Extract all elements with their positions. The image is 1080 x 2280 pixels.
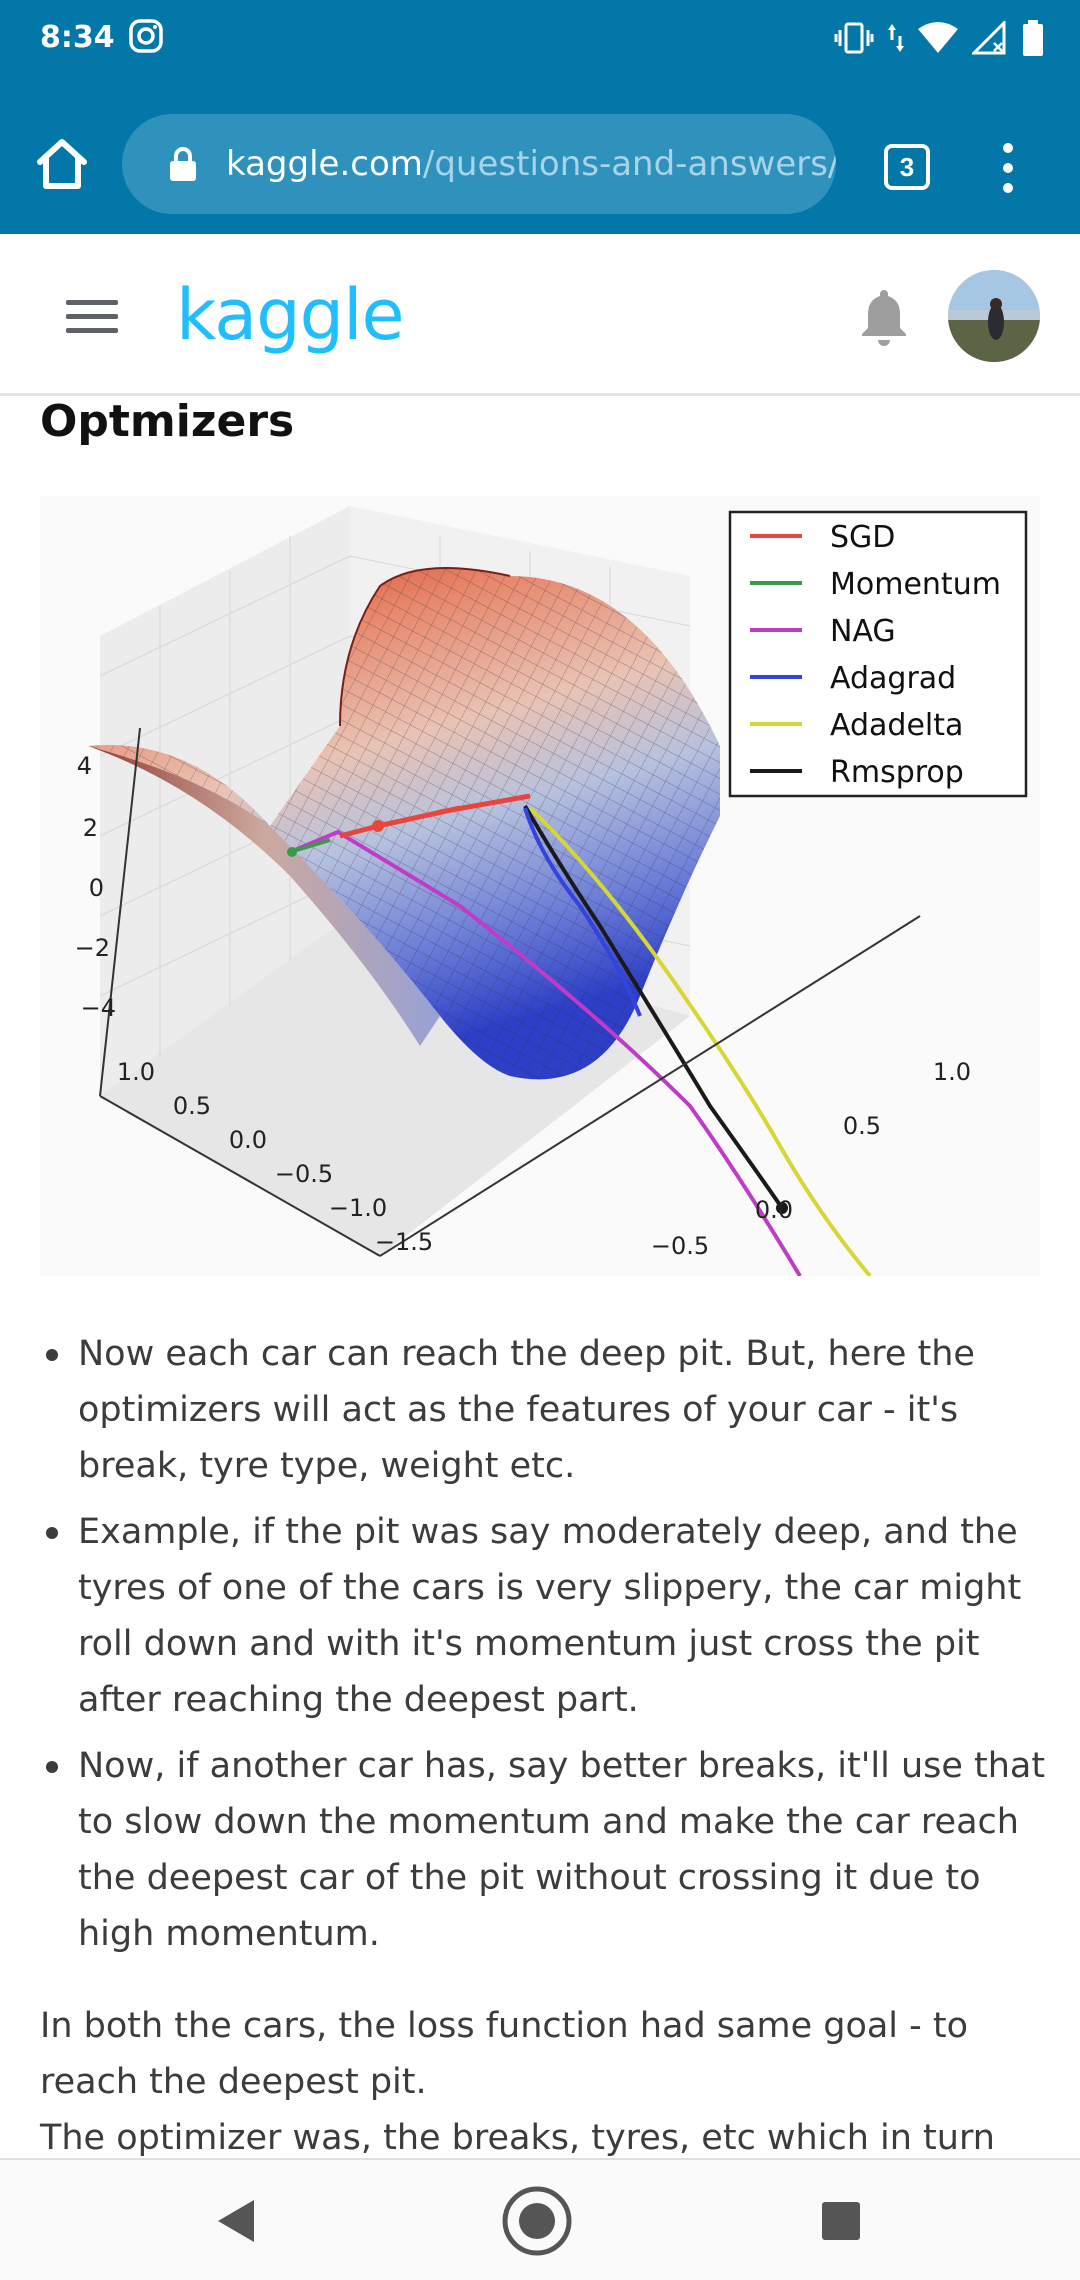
x-tick: −1.0 (329, 1194, 387, 1222)
url-text[interactable]: kaggle.com/questions-and-answers/1 (226, 144, 836, 184)
optimizer-paths (287, 793, 872, 1278)
x-tick: 1.0 (117, 1058, 155, 1086)
path-rmsprop (523, 804, 784, 1210)
z-tick: −4 (81, 994, 116, 1022)
list-item: Now each car can reach the deep pit. But… (40, 1326, 1050, 1494)
tab-switcher-button[interactable]: 3 (884, 144, 930, 190)
legend-label: SGD (830, 520, 895, 555)
wifi-icon (918, 22, 958, 53)
back-icon[interactable] (214, 2198, 258, 2244)
path-adadelta (528, 806, 872, 1278)
x-tick: 0.0 (229, 1126, 267, 1154)
url-path: /questions-and-answers/1 (422, 144, 836, 184)
paragraph-line: The optimizer was, the breaks, tyres, et… (40, 2118, 995, 2158)
vibrate-icon (834, 22, 874, 54)
legend-label: Momentum (830, 567, 1001, 602)
home-nav-icon[interactable] (500, 2184, 574, 2258)
site-header: kaggle (0, 234, 1080, 396)
path-nag (289, 829, 802, 1278)
axis-lines (99, 727, 921, 1257)
optimizers-3d-figure: 4 2 0 −2 −4 1.0 0.5 0.0 −0.5 −1.0 −1.5 1… (40, 496, 1040, 1278)
path-momentum (289, 838, 331, 854)
z-tick: 0 (89, 874, 104, 902)
legend: SGD Momentum NAG Adagrad Adadelta Rmsprop (728, 510, 1028, 798)
section-title: Optmizers (40, 396, 295, 447)
battery-icon (1023, 20, 1043, 56)
list-item: Example, if the pit was say moderately d… (40, 1504, 1050, 1728)
y-axis-ticks: 1.0 0.5 0.0 −0.5 (651, 1058, 971, 1260)
z-axis-ticks: 4 2 0 −2 −4 (75, 752, 116, 1022)
x-tick: −0.5 (275, 1160, 333, 1188)
loss-surface (88, 567, 720, 1080)
path-adagrad (523, 807, 642, 1017)
data-arrows-icon (888, 24, 904, 52)
y-tick: 0.0 (755, 1196, 793, 1224)
y-tick: 1.0 (933, 1058, 971, 1086)
paragraph-line: In both the cars, the loss function had … (40, 2006, 969, 2102)
legend-label: Adagrad (830, 661, 956, 696)
recent-apps-icon[interactable] (822, 2202, 860, 2240)
status-time: 8:34 (40, 20, 115, 55)
x-tick: 0.5 (173, 1092, 211, 1120)
address-bar[interactable]: kaggle.com/questions-and-answers/1 (122, 114, 836, 214)
body-paragraph: In both the cars, the loss function had … (40, 1998, 1050, 2158)
home-icon[interactable] (30, 132, 94, 196)
x-axis-ticks: 1.0 0.5 0.0 −0.5 −1.0 −1.5 (117, 1058, 433, 1256)
more-options-icon[interactable] (990, 136, 1026, 200)
legend-label: Rmsprop (830, 755, 964, 790)
legend-label: NAG (830, 614, 896, 649)
url-host: kaggle.com (226, 144, 423, 184)
notifications-bell-icon[interactable] (858, 286, 910, 346)
status-bar: 8:34 (0, 0, 1080, 78)
legend-label: Adadelta (830, 708, 963, 743)
instagram-notification-icon (129, 19, 163, 53)
system-nav-bar (0, 2158, 1080, 2280)
y-tick: 0.5 (843, 1112, 881, 1140)
z-tick: 4 (77, 752, 92, 780)
lock-icon (170, 147, 196, 181)
user-avatar[interactable] (948, 270, 1040, 362)
kaggle-logo[interactable]: kaggle (176, 274, 405, 356)
optimizers-surface-plot: 4 2 0 −2 −4 1.0 0.5 0.0 −0.5 −1.0 −1.5 1… (75, 506, 1028, 1278)
avatar-photo (948, 270, 1040, 362)
status-icons (834, 20, 1044, 56)
x-tick: −1.5 (375, 1228, 433, 1256)
bullet-list: Now each car can reach the deep pit. But… (40, 1326, 1050, 1972)
z-tick: 2 (83, 814, 98, 842)
z-tick: −2 (75, 934, 110, 962)
cell-signal-icon (972, 21, 1006, 55)
article-content: Optmizers (0, 396, 1080, 2158)
browser-toolbar: kaggle.com/questions-and-answers/1 3 (0, 78, 1080, 234)
hamburger-menu-icon[interactable] (66, 300, 118, 334)
list-item: Now, if another car has, say better brea… (40, 1738, 1050, 1962)
y-tick: −0.5 (651, 1232, 709, 1260)
